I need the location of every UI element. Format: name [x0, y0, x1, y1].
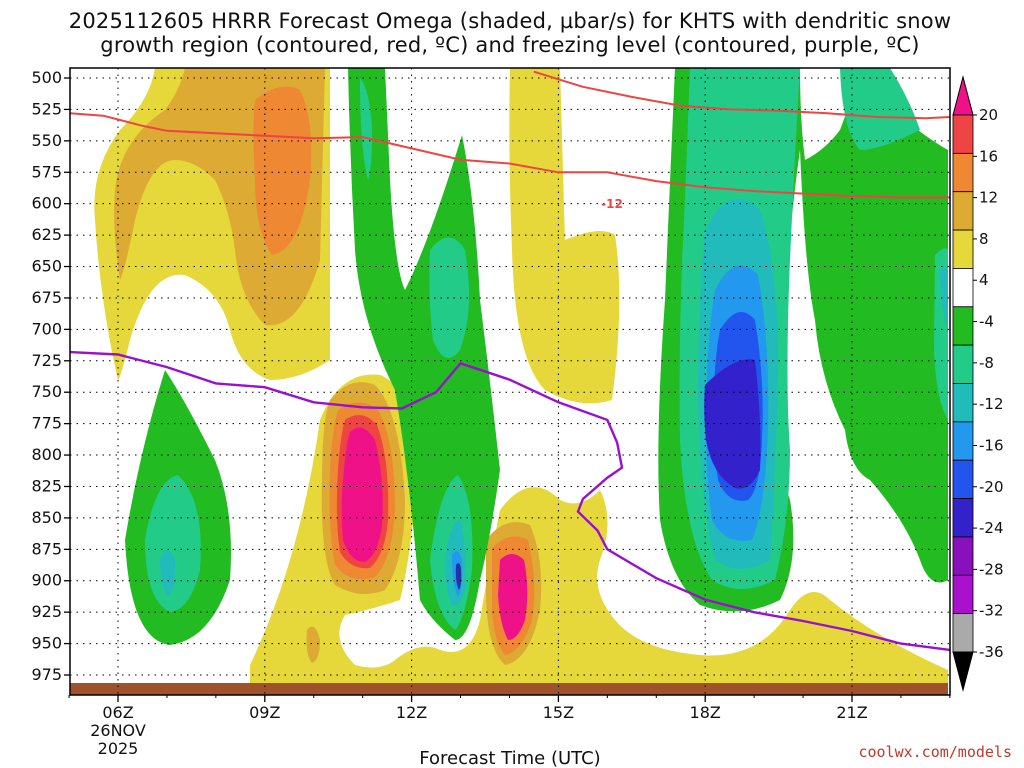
- y-axis-ticks: 500 525 550 575 600 625 650 675 700 725 750 775 800 8…: [31, 68, 70, 684]
- y-tick-label: 675: [31, 288, 62, 307]
- colorbar-label: -8: [979, 354, 994, 372]
- shade-neg8-mid: [360, 78, 372, 180]
- shade-neg24-mid3: [455, 563, 462, 590]
- y-tick-label: 875: [31, 539, 62, 558]
- x-tick-label: 09Z: [249, 703, 280, 722]
- y-tick-label: 550: [31, 131, 62, 150]
- shade-12-left: [253, 86, 312, 256]
- y-tick-label: 525: [31, 99, 62, 118]
- shade-neg8-right2: [840, 68, 920, 150]
- colorbar-swatch: [952, 536, 974, 576]
- colorbar-swatch: [952, 191, 974, 231]
- colorbar-swatch: [952, 459, 974, 499]
- colorbar-label: -20: [979, 478, 1004, 496]
- colorbar-top-arrow: [952, 75, 974, 116]
- y-tick-label: 700: [31, 319, 62, 338]
- y-tick-label: 800: [31, 445, 62, 464]
- shade-20-lowcenter: [498, 554, 528, 640]
- dgz-upper-contour: [70, 112, 950, 199]
- shade-4-mid-col: [509, 68, 620, 404]
- x-tick-label: 18Z: [690, 703, 721, 722]
- y-tick-label: 625: [31, 225, 62, 244]
- y-tick-label: 500: [31, 68, 62, 87]
- colorbar-label: 16: [979, 147, 998, 165]
- x-axis-label: Forecast Time (UTC): [419, 748, 600, 768]
- y-tick-label: 950: [31, 634, 62, 653]
- shade-neg8-mid2: [429, 237, 469, 358]
- x-date-line1: 26NOV: [90, 721, 146, 740]
- colorbar-swatch: [952, 383, 974, 423]
- colorbar-swatch: [952, 574, 974, 615]
- y-tick-label: 750: [31, 382, 62, 401]
- colorbar-label: 4: [979, 271, 989, 289]
- y-tick-label: 925: [31, 602, 62, 621]
- colorbar-label: -28: [979, 560, 1004, 578]
- chart-title-line2: growth region (contoured, red, ºC) and f…: [100, 33, 919, 57]
- ground-strip: [70, 683, 948, 695]
- y-tick-label: 975: [31, 665, 62, 684]
- y-tick-label: 575: [31, 162, 62, 181]
- shade-neg12-right2: [940, 267, 948, 330]
- y-tick-label: 900: [31, 571, 62, 590]
- y-tick-label: 650: [31, 257, 62, 276]
- colorbar-swatch: [952, 152, 974, 193]
- colorbar-swatch: [952, 114, 974, 154]
- x-tick-label: 06Z: [102, 703, 133, 722]
- y-tick-label: 600: [31, 194, 62, 213]
- watermark: coolwx.com/models: [858, 743, 1012, 761]
- chart-title-line1: 2025112605 HRRR Forecast Omega (shaded, …: [69, 9, 951, 33]
- colorbar-label: -4: [979, 313, 994, 331]
- colorbar-swatch: [952, 306, 974, 346]
- y-tick-label: 825: [31, 476, 62, 495]
- x-tick-label: 21Z: [836, 703, 867, 722]
- colorbar-swatch: [952, 613, 974, 653]
- colorbar-label: -32: [979, 602, 1004, 620]
- colorbar-label: 8: [979, 230, 989, 248]
- colorbar-label: 12: [979, 189, 998, 207]
- shade-neg8-left: [145, 475, 201, 612]
- colorbar-swatch: [952, 421, 974, 461]
- colorbar-label: -12: [979, 395, 1004, 413]
- dgz-lower-contour: [533, 70, 950, 120]
- shade-4-bottom-dot: [306, 626, 320, 663]
- y-tick-label: 725: [31, 351, 62, 370]
- colorbar: 20 16 12 8 4 -4 -8 -12 -16 -20 -24 -28 -32 -36: [952, 75, 1004, 692]
- dgz-contour-label: -12: [601, 197, 623, 211]
- x-tick-label: 12Z: [396, 703, 427, 722]
- y-tick-label: 850: [31, 508, 62, 527]
- colorbar-label: 20: [979, 106, 998, 124]
- x-axis-ticks: 06Z 09Z 12Z 15Z 18Z 21Z: [68, 695, 951, 722]
- colorbar-swatch: [952, 229, 974, 269]
- colorbar-swatch: [952, 498, 974, 538]
- shade-neg24-right: [704, 359, 761, 489]
- plot-frame: [69, 67, 951, 696]
- colorbar-label: -24: [979, 519, 1004, 537]
- colorbar-label: -16: [979, 436, 1004, 454]
- x-tick-label: 15Z: [543, 703, 574, 722]
- x-date-line2: 2025: [98, 739, 139, 758]
- freezing-level-contour: [70, 350, 950, 652]
- shade-neg12-left: [160, 550, 176, 596]
- colorbar-label: -36: [979, 643, 1004, 661]
- colorbar-bottom-arrow: [952, 651, 974, 692]
- colorbar-swatch: [952, 344, 974, 384]
- shade-20-center: [341, 427, 383, 562]
- y-tick-label: 775: [31, 414, 62, 433]
- colorbar-swatch: [952, 268, 974, 308]
- omega-shading: [94, 68, 948, 695]
